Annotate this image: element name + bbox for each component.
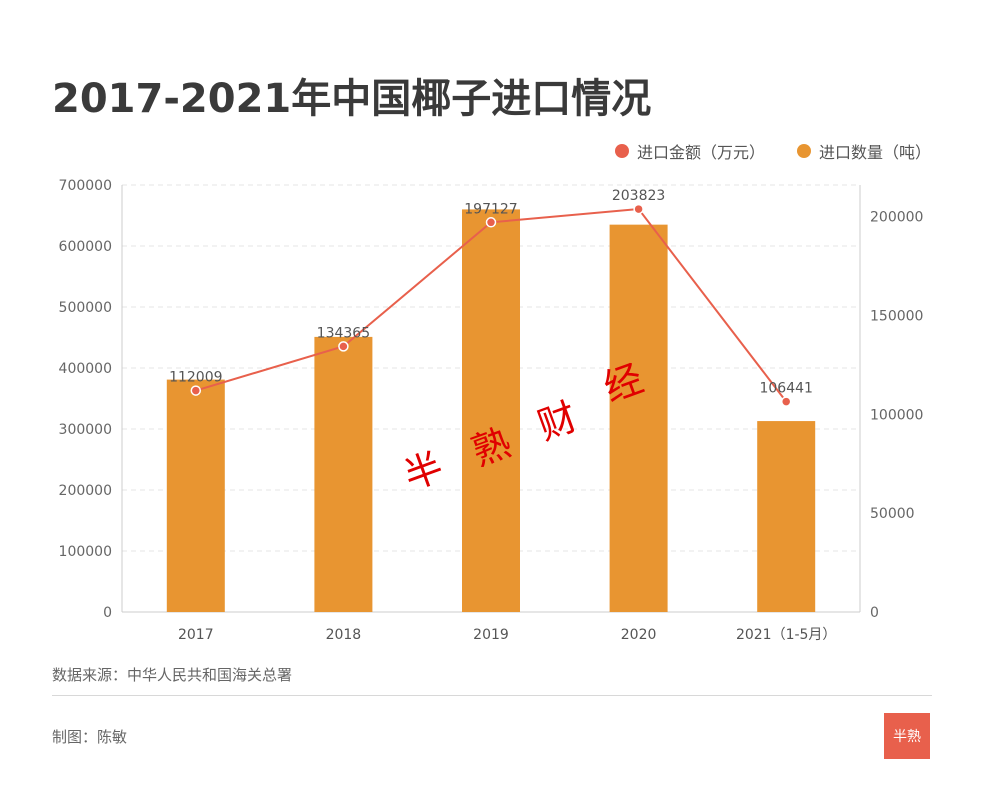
watermark-char: 财	[532, 394, 583, 448]
y-left-tick-label: 100000	[59, 544, 112, 560]
y-left-tick-label: 200000	[59, 483, 112, 499]
legend-item-quantity[interactable]: 进口数量（吨）	[796, 139, 931, 163]
y-right-tick-label: 200000	[870, 210, 923, 226]
data-source: 数据来源：中华人民共和国海关总署	[52, 666, 293, 684]
y-right-tick-label: 100000	[870, 407, 923, 423]
data-label: 197127	[464, 201, 517, 217]
bar	[609, 224, 668, 612]
line-point	[633, 203, 644, 215]
chart-title: 2017-2021年中国椰子进口情况	[52, 76, 652, 122]
x-tick-label: 2020	[621, 627, 657, 643]
x-tick-label: 2017	[178, 627, 214, 643]
y-left-tick-label: 500000	[59, 300, 112, 316]
y-left-tick-label: 300000	[59, 422, 112, 438]
bar	[166, 379, 225, 612]
line-point	[338, 341, 349, 352]
y-left-tick-label: 0	[103, 605, 112, 621]
y-right-tick-label: 150000	[870, 308, 923, 324]
chart-author: 制图：陈敏	[52, 728, 128, 746]
legend-dot-icon-quantity	[796, 144, 811, 158]
data-label: 134365	[317, 325, 370, 341]
line-point	[780, 396, 792, 407]
x-tick-label: 2019	[473, 627, 509, 643]
data-label: 106441	[759, 381, 812, 397]
legend-item-amount[interactable]: 进口金额（万元）	[614, 139, 765, 163]
line-point	[485, 217, 497, 228]
legend-label-quantity: 进口数量（吨）	[818, 143, 931, 162]
y-left-tick-label: 600000	[59, 239, 112, 255]
y-left-tick-label: 700000	[59, 178, 112, 194]
bar	[314, 336, 373, 612]
bar	[462, 209, 520, 612]
data-label: 112009	[169, 370, 222, 386]
footer-divider	[52, 695, 932, 696]
y-right-tick-label: 0	[870, 605, 879, 621]
bar	[757, 421, 816, 612]
line-point	[190, 385, 202, 396]
x-tick-label: 2018	[326, 627, 362, 643]
data-label: 203823	[612, 188, 665, 204]
y-right-tick-label: 50000	[870, 506, 915, 522]
banshu-logo-icon: 半熟	[884, 713, 930, 759]
legend-dot-icon-amount	[614, 144, 629, 158]
x-tick-label: 2021（1-5月）	[736, 627, 837, 643]
legend: 进口金额（万元） 进口数量（吨）	[614, 139, 931, 163]
y-left-tick-label: 400000	[59, 361, 112, 377]
legend-label-amount: 进口金额（万元）	[636, 143, 765, 162]
